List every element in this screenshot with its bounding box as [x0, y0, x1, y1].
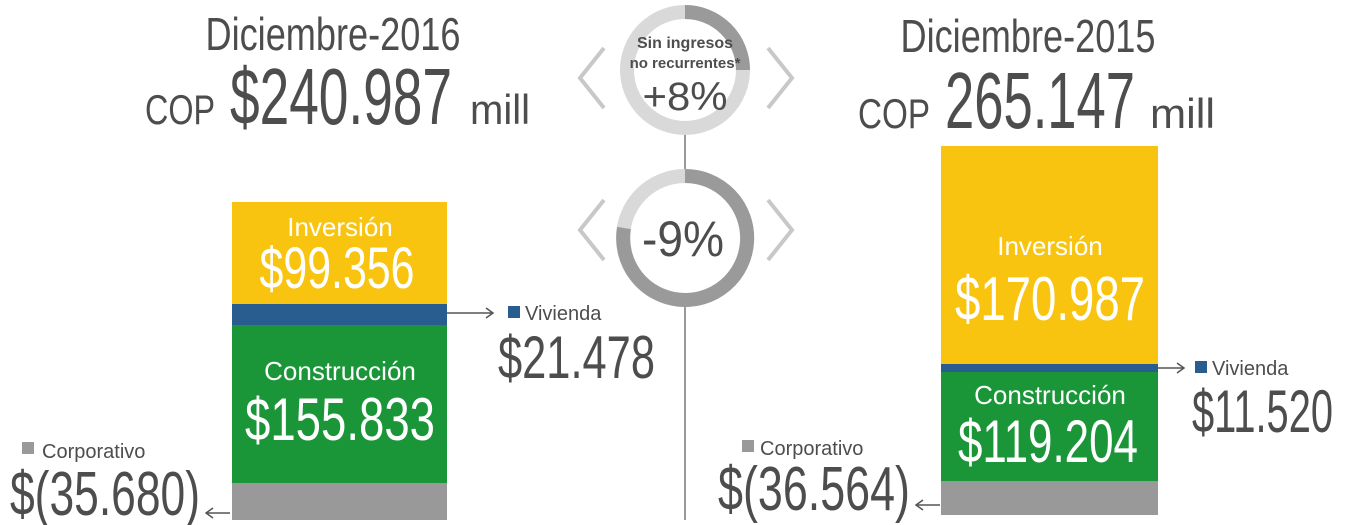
bar-segment	[232, 202, 447, 304]
note: no recurrentes*	[630, 55, 741, 72]
bar-segment	[232, 325, 447, 483]
currency: COP	[145, 86, 215, 133]
segment-label: Inversión	[997, 231, 1103, 261]
segment-label: Vivienda	[525, 303, 602, 325]
change: +8%	[643, 75, 728, 119]
arrow	[1158, 362, 1186, 374]
segment-value: $21.478	[498, 324, 655, 391]
note: Sin ingresos	[637, 35, 733, 52]
segment-label: Vivienda	[1212, 358, 1289, 380]
arrow	[914, 499, 940, 511]
currency: COP	[858, 90, 930, 137]
segment-label: Corporativo	[42, 441, 145, 463]
unit: mill	[1150, 90, 1215, 137]
segment-value: $119.204	[958, 408, 1138, 475]
chevron	[577, 46, 606, 110]
segment-value: $155.833	[245, 386, 435, 453]
segment-value: $170.987	[955, 265, 1145, 334]
bar-segment	[941, 364, 1158, 372]
ring-arc	[616, 168, 755, 307]
segment-label: Inversión	[287, 212, 393, 242]
change: -9%	[642, 211, 724, 267]
bar-segment	[941, 481, 1158, 515]
chevron	[766, 46, 795, 110]
arrow	[447, 307, 495, 319]
bar-segment	[232, 304, 447, 325]
title: Diciembre-2015	[901, 10, 1156, 62]
bar-segment	[232, 483, 447, 520]
segment-label: Corporativo	[760, 438, 863, 460]
chevron	[766, 198, 795, 262]
segment-value: $(36.564)	[718, 455, 910, 524]
title: Diciembre-2016	[206, 8, 461, 60]
total: 265.147	[945, 56, 1135, 145]
legend-square	[1195, 361, 1207, 373]
total: $240.987	[230, 52, 452, 141]
legend-square	[508, 306, 520, 318]
ring-arc	[684, 5, 750, 71]
segment-label: Construcción	[974, 380, 1126, 410]
arrow	[204, 507, 230, 519]
segment-value: $99.356	[260, 236, 415, 301]
bar-segment	[941, 146, 1158, 364]
segment-value: $(35.680)	[10, 460, 200, 525]
segment-label: Construcción	[264, 356, 416, 386]
unit: mill	[470, 86, 530, 133]
legend-square	[742, 440, 754, 452]
segment-value: $11.520	[1192, 378, 1333, 445]
legend-square	[22, 442, 34, 454]
bar-segment	[941, 372, 1158, 481]
chevron	[577, 198, 606, 262]
